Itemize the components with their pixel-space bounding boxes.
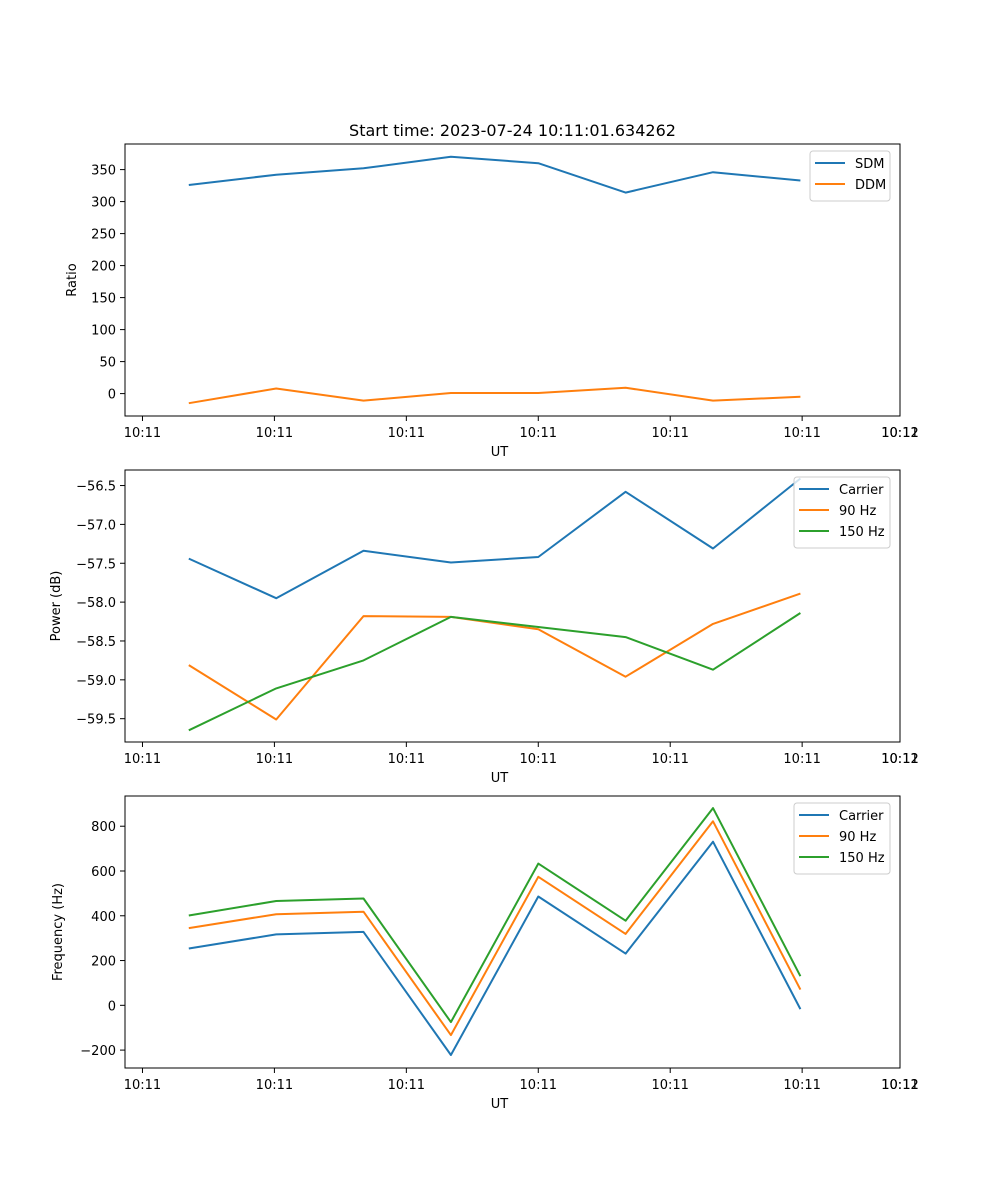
legend-label-150-hz: 150 Hz: [839, 525, 885, 540]
y-tick-label: 800: [91, 820, 116, 835]
y-tick-label: 0: [108, 388, 116, 403]
power-chart: 10:11 10:11 10:11 10:11 10:11 10:11 10:1110:12…: [49, 469, 919, 786]
x-tick-label: 10:11: [520, 1078, 557, 1093]
legend-label-90-hz: 90 Hz: [839, 504, 876, 519]
y-tick-label: 100: [91, 324, 116, 339]
series-line-90-hz: [188, 820, 802, 1037]
series-group: [188, 807, 802, 1056]
y-tick-label: 150: [91, 292, 116, 307]
y-tick-label: −200: [80, 1044, 116, 1059]
series-group: [188, 155, 801, 405]
y-tick-label: 300: [91, 196, 116, 211]
x-tick-label: 10:11: [783, 752, 820, 767]
legend-label-90-hz: 90 Hz: [839, 830, 876, 845]
y-tick-label: 50: [99, 356, 116, 371]
x-tick-label: 10:11: [124, 426, 161, 441]
y-tick-label: −58.0: [76, 596, 116, 611]
x-tick-label: 10:11: [881, 426, 918, 441]
legend-label-carrier: Carrier: [839, 809, 884, 824]
y-tick-label: 250: [91, 228, 116, 243]
series-line-carrier: [188, 840, 802, 1056]
y-tick-label: −57.0: [76, 518, 116, 533]
series-group: [188, 477, 802, 732]
y-tick-label: −58.5: [76, 635, 116, 650]
x-tick-label: 10:11: [783, 426, 820, 441]
x-axis-label: UT: [491, 1097, 509, 1112]
y-axis-label: Power (dB): [49, 571, 64, 642]
x-tick-label: 10:12: [881, 426, 918, 441]
x-tick-label: 10:11: [256, 752, 293, 767]
series-line-ddm: [188, 386, 801, 405]
series-line-sdm: [188, 155, 801, 194]
y-tick-label: −56.5: [76, 480, 116, 495]
y-tick-label: −59.5: [76, 713, 116, 728]
x-tick-label: 10:11: [124, 752, 161, 767]
y-tick-label: 400: [91, 910, 116, 925]
axes-frame: [124, 795, 901, 1069]
x-axis-label: UT: [491, 445, 509, 460]
x-tick-label: 10:11: [651, 1078, 688, 1093]
y-tick-label: 350: [91, 164, 116, 179]
x-tick-label: 10:11: [388, 1078, 425, 1093]
legend: Carrier 90 Hz 150 Hz: [793, 476, 891, 549]
x-tick-label: 10:11: [520, 752, 557, 767]
legend-label-carrier: Carrier: [839, 483, 884, 498]
x-tick-label: 10:12: [881, 752, 918, 767]
x-tick-label: 10:11: [651, 752, 688, 767]
legend: Carrier 90 Hz 150 Hz: [793, 802, 891, 875]
frequency-chart: 10:11 10:11 10:11 10:11 10:11 10:11 10:1110:12…: [51, 795, 919, 1112]
x-tick-label: 10:11: [256, 426, 293, 441]
legend-label-sdm: SDM: [855, 157, 884, 172]
series-line-150-hz: [188, 807, 802, 1024]
x-tick-label: 10:12: [881, 1078, 918, 1093]
y-tick-label: 0: [108, 999, 116, 1014]
series-line-90-hz: [188, 592, 801, 721]
x-tick-label: 10:11: [651, 426, 688, 441]
figure-title: Start time: 2023-07-24 10:11:01.634262: [349, 121, 676, 140]
y-tick-label: 200: [91, 260, 116, 275]
y-tick-label: 200: [91, 955, 116, 970]
series-line-150-hz: [188, 612, 801, 732]
axes-frame: [124, 469, 901, 743]
x-tick-label: 10:11: [881, 752, 918, 767]
x-tick-label: 10:11: [124, 1078, 161, 1093]
ratio-chart: 10:11 10:11 10:11 10:11 10:11 10:11 10:1110:12…: [65, 143, 919, 460]
x-tick-label: 10:11: [388, 752, 425, 767]
legend-label-150-hz: 150 Hz: [839, 851, 885, 866]
y-tick-label: 600: [91, 865, 116, 880]
x-tick-label: 10:11: [881, 1078, 918, 1093]
x-tick-label: 10:11: [256, 1078, 293, 1093]
x-tick-label: 10:11: [783, 1078, 820, 1093]
x-axis-label: UT: [491, 771, 509, 786]
x-tick-label: 10:11: [388, 426, 425, 441]
y-tick-label: −57.5: [76, 557, 116, 572]
axes-frame: [124, 143, 901, 417]
x-tick-label: 10:11: [520, 426, 557, 441]
series-line-carrier: [188, 477, 802, 600]
y-tick-label: −59.0: [76, 674, 116, 689]
legend-label-ddm: DDM: [855, 178, 886, 193]
y-axis-label: Frequency (Hz): [51, 883, 66, 981]
y-axis-label: Ratio: [65, 263, 80, 296]
legend: SDM DDM: [809, 150, 891, 202]
